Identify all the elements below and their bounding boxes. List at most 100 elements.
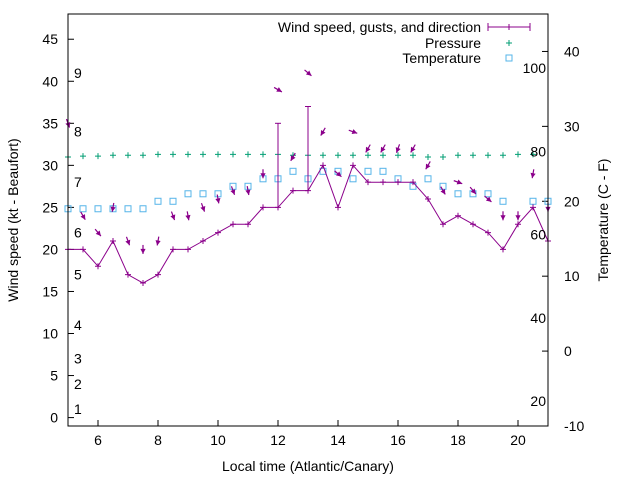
temperature-point xyxy=(529,197,537,205)
pressure-point xyxy=(230,151,236,158)
legend: Wind speed, gusts, and directionPressure… xyxy=(278,19,531,66)
wind-direction-arrowhead xyxy=(351,129,358,134)
x-tick-label: 14 xyxy=(330,432,346,448)
beaufort-label: 8 xyxy=(74,124,82,140)
pressure-point xyxy=(260,151,266,158)
pressure-point xyxy=(425,153,431,160)
y-tick-label: 0 xyxy=(50,410,58,426)
y-tick-label: 5 xyxy=(50,368,58,384)
wind-speed-point xyxy=(200,238,206,245)
wind-speed-point xyxy=(335,204,341,211)
y2-tick-label: 20 xyxy=(564,193,580,209)
pressure-point xyxy=(365,152,371,159)
wind-direction-arrowhead xyxy=(125,239,131,246)
wind-speed-point xyxy=(245,221,251,228)
pressure-point xyxy=(125,152,131,159)
temperature-point xyxy=(184,190,192,198)
pressure-point xyxy=(140,152,146,159)
temperature-point xyxy=(454,190,462,198)
wind-speed-point xyxy=(395,179,401,186)
temperature-point xyxy=(139,205,147,213)
beaufort-label: 5 xyxy=(74,267,82,283)
y2-tick-label: -10 xyxy=(564,418,584,434)
x-tick-label: 8 xyxy=(154,432,162,448)
wind-speed-point xyxy=(215,229,221,236)
pressure-point xyxy=(185,151,191,158)
temperature-point xyxy=(124,205,132,213)
y-tick-label: 15 xyxy=(42,283,58,299)
pressure-point xyxy=(320,152,326,159)
pressure-point xyxy=(110,152,116,159)
beaufort-label: 1 xyxy=(74,401,82,417)
pressure-point xyxy=(155,151,161,158)
wind-direction-arrowhead xyxy=(230,189,236,195)
pressure-point xyxy=(470,152,476,159)
x-tick-label: 16 xyxy=(390,432,406,448)
wind-speed-point xyxy=(290,187,296,194)
wind-direction-arrowhead xyxy=(395,147,401,153)
temperature-point xyxy=(199,190,207,198)
wind-direction-arrowhead xyxy=(290,155,296,161)
y-tick-label: 10 xyxy=(42,326,58,342)
pressure-point xyxy=(95,153,101,160)
plot-frame xyxy=(67,13,549,427)
wind-direction-arrowhead xyxy=(470,188,476,195)
wind-speed-point xyxy=(530,204,536,211)
pressure-point xyxy=(380,152,386,159)
pressure-point xyxy=(80,153,86,160)
wind-direction-arrowhead xyxy=(110,206,116,212)
y-tick-label: 30 xyxy=(42,157,58,173)
x-tick-label: 6 xyxy=(94,432,102,448)
beaufort-label: 9 xyxy=(74,65,82,81)
beaufort-label: 2 xyxy=(74,376,82,392)
pressure-point xyxy=(515,151,521,158)
y2-tick-label: 40 xyxy=(564,43,580,59)
wind-direction-arrowhead xyxy=(245,189,251,196)
wind-speed-point xyxy=(110,238,116,245)
y-tick-label: 20 xyxy=(42,241,58,257)
wind-speed-point xyxy=(485,229,491,236)
legend-label: Pressure xyxy=(425,35,481,51)
y-axis-label: Wind speed (kt - Beaufort) xyxy=(5,138,21,301)
wind-direction-arrowhead xyxy=(335,171,342,177)
beaufort-label: 3 xyxy=(74,351,82,367)
wind-speed-point xyxy=(230,221,236,228)
wind-speed-point xyxy=(500,246,506,253)
wind-direction-arrowhead xyxy=(500,215,506,221)
legend-pressure-marker xyxy=(506,40,512,46)
wind-direction-arrowhead xyxy=(380,146,386,153)
legend-label: Wind speed, gusts, and direction xyxy=(278,19,481,35)
wind-direction-arrowhead xyxy=(425,163,431,170)
pressure-point xyxy=(350,152,356,159)
legend-wind-marker xyxy=(506,24,512,30)
wind-direction-arrowhead xyxy=(95,230,101,237)
temperature-point xyxy=(169,197,177,205)
wind-speed-point xyxy=(440,221,446,228)
wind-direction-arrowhead xyxy=(260,173,266,179)
wind-direction-arrowhead xyxy=(185,214,191,221)
wind-speed-point xyxy=(470,221,476,228)
temperature-point xyxy=(424,175,432,183)
temperature-point xyxy=(364,167,372,175)
x-tick-label: 10 xyxy=(210,432,226,448)
temperature-point xyxy=(154,197,162,205)
pressure-point xyxy=(395,152,401,159)
y-tick-label: 45 xyxy=(42,31,58,47)
x-tick-label: 20 xyxy=(510,432,526,448)
wind-direction-arrowhead xyxy=(485,196,492,202)
pressure-point xyxy=(170,151,176,158)
beaufort-label: 6 xyxy=(74,225,82,241)
wind-speed-point xyxy=(95,263,101,270)
temperature-point xyxy=(499,197,507,205)
wind-direction-arrowhead xyxy=(276,87,282,92)
wind-direction-arrowhead xyxy=(365,146,371,153)
wind-speed-point xyxy=(320,162,326,169)
fahrenheit-label: 80 xyxy=(530,143,546,159)
wind-speed-point xyxy=(140,280,146,287)
y-tick-label: 35 xyxy=(42,115,58,131)
y2-tick-label: 0 xyxy=(564,343,572,359)
temperature-point xyxy=(439,182,447,190)
wind-speed-point xyxy=(455,212,461,219)
